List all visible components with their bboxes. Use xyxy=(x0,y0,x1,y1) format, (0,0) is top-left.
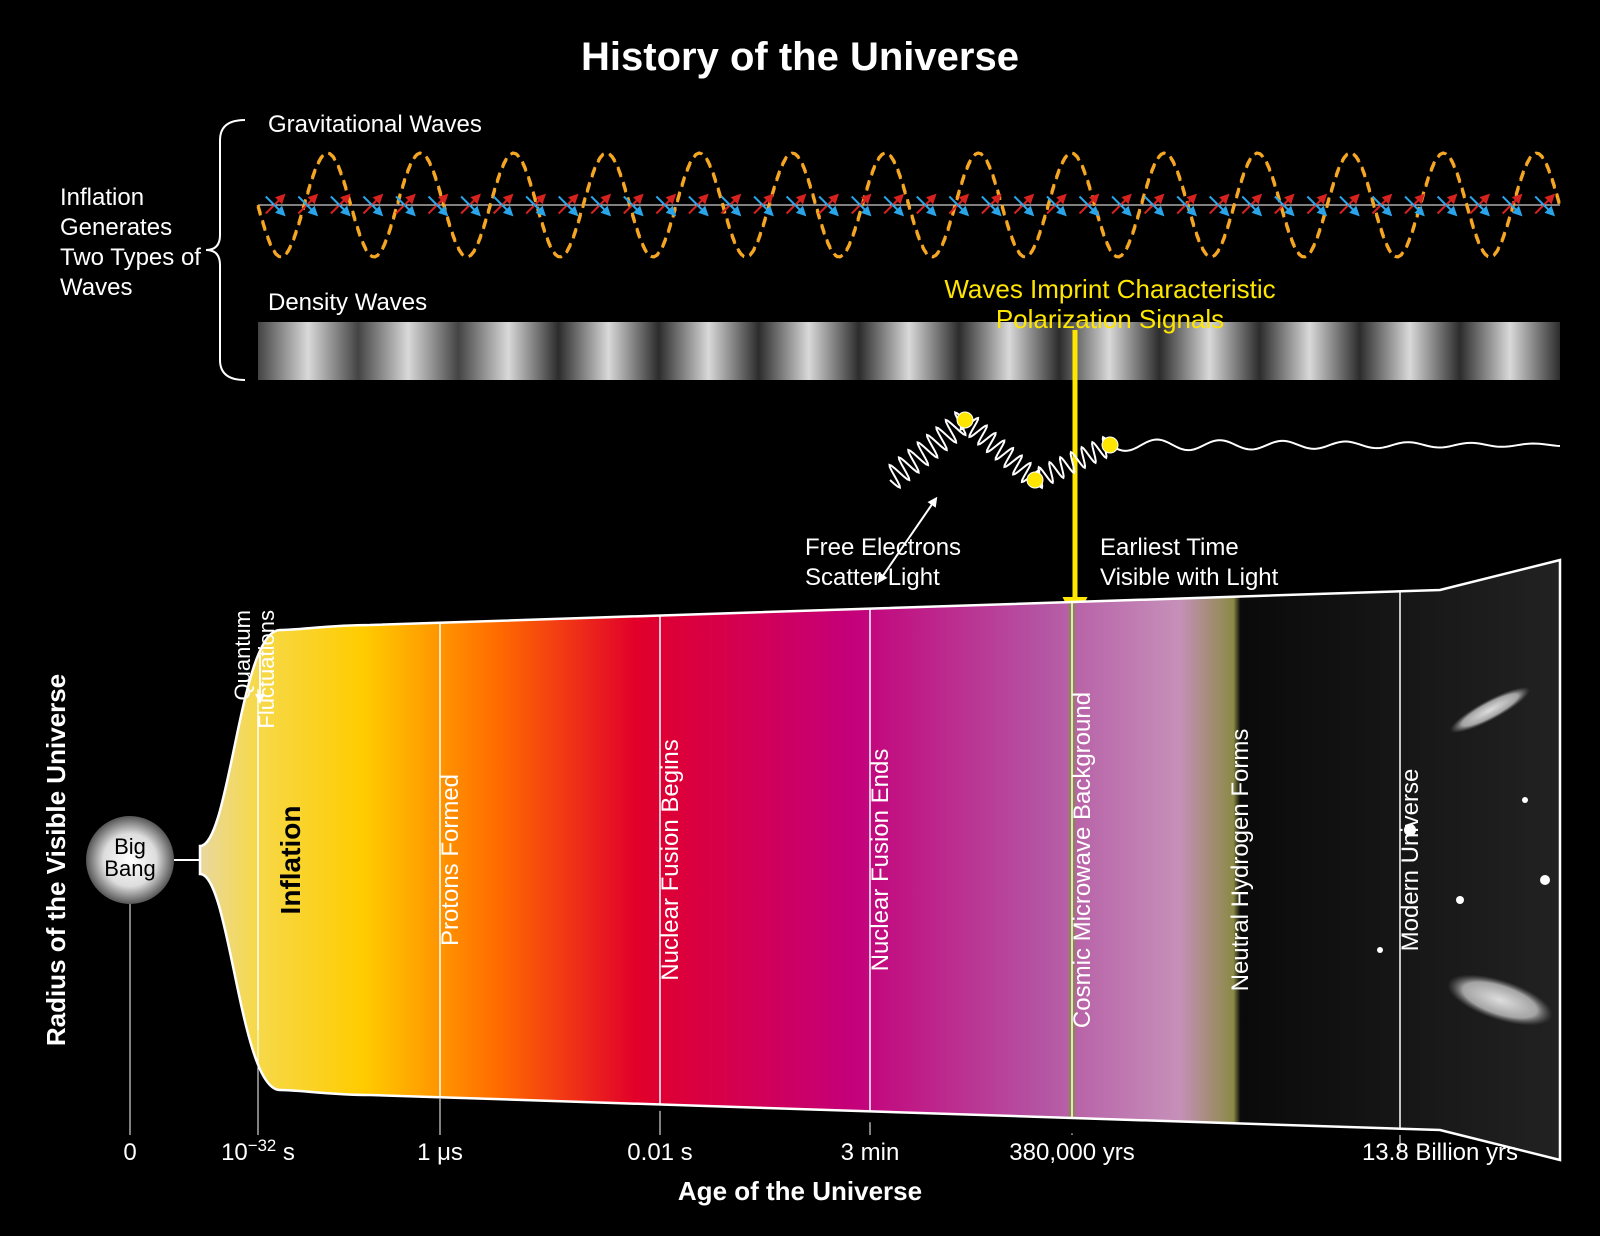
y-axis-label: Radius of the Visible Universe xyxy=(41,674,71,1046)
electron-icon xyxy=(1027,472,1043,488)
time-tick-label: 0 xyxy=(123,1139,136,1166)
brace-label: Generates xyxy=(60,214,172,241)
time-tick-label: 13.8 Billion yrs xyxy=(1362,1139,1518,1166)
polarization-caption: Polarization Signals xyxy=(996,304,1224,334)
epoch-label: Neutral Hydrogen Forms xyxy=(1227,729,1254,992)
epoch-label: Nuclear Fusion Begins xyxy=(657,739,684,980)
scatter-label: Free Electrons xyxy=(805,534,961,561)
brace-label: Inflation xyxy=(60,184,144,211)
epoch-label: Cosmic Microwave Background xyxy=(1069,692,1096,1028)
brace-label: Two Types of xyxy=(60,244,201,271)
earliest-light-label: Earliest Time xyxy=(1100,534,1239,561)
quantum-fluctuations-label: Quantum xyxy=(230,610,255,701)
polarization-caption: Waves Imprint Characteristic xyxy=(944,274,1275,304)
epoch-label: Nuclear Fusion Ends xyxy=(867,749,894,972)
earliest-light-label: Visible with Light xyxy=(1100,564,1279,591)
scatter-label: Scatter Light xyxy=(805,564,940,591)
quantum-fluctuations-label: Fluctuations xyxy=(254,610,279,729)
density-waves-label: Density Waves xyxy=(268,289,427,316)
epoch-label: Protons Formed xyxy=(437,774,464,946)
time-tick-label: 380,000 yrs xyxy=(1009,1139,1134,1166)
time-tick-label: 1 μs xyxy=(417,1139,463,1166)
bigbang-label: Bang xyxy=(104,856,155,881)
gravitational-waves-label: Gravitational Waves xyxy=(268,111,482,138)
epoch-label: Modern Universe xyxy=(1397,769,1424,952)
electron-icon xyxy=(1102,437,1118,453)
electron-icon xyxy=(957,412,973,428)
brace-label: Waves xyxy=(60,274,132,301)
time-tick-label: 0.01 s xyxy=(627,1139,692,1166)
density-wave-bar xyxy=(258,322,1560,380)
time-tick-label: 3 min xyxy=(841,1139,900,1166)
inflation-label: Inflation xyxy=(275,806,306,915)
x-axis-label: Age of the Universe xyxy=(678,1176,922,1206)
main-title: History of the Universe xyxy=(581,35,1019,79)
